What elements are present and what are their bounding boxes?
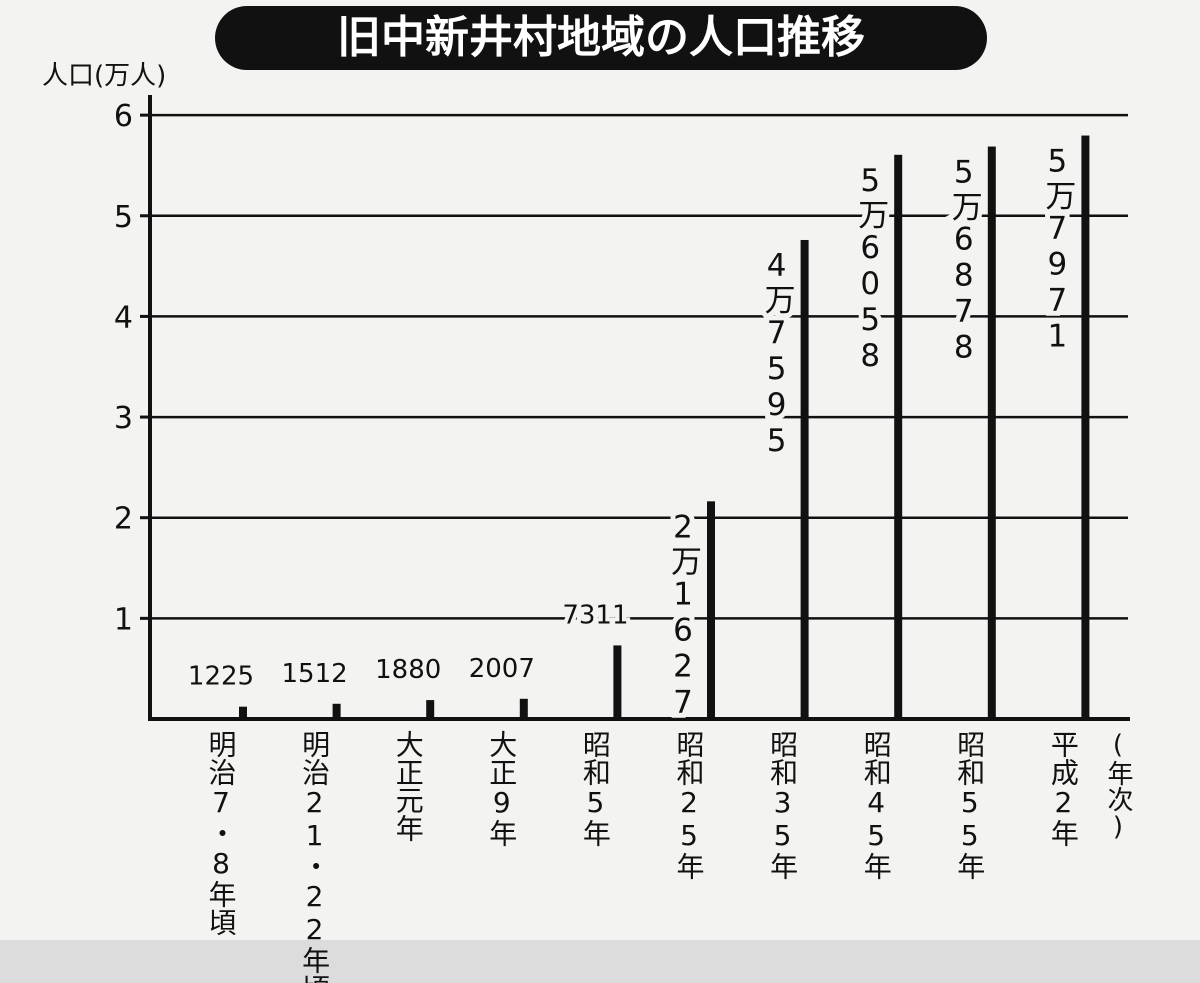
bar (1081, 135, 1090, 720)
bar (239, 706, 247, 719)
y-tick-label: 6 (114, 99, 133, 134)
value-label: 1512 (282, 659, 348, 689)
value-label: 5万6878 (946, 155, 982, 366)
bar (987, 146, 996, 720)
bar (613, 645, 622, 719)
y-tick-label: 5 (114, 200, 133, 235)
x-tick-label: 昭和55年 (953, 730, 986, 880)
x-tick-label: 昭和25年 (673, 730, 706, 880)
x-tick-label: 明治21・22年頃 (298, 730, 331, 983)
x-axis-label: (年次) (1103, 730, 1133, 842)
x-tick-label: 昭和45年 (860, 730, 893, 880)
bar (519, 698, 528, 719)
y-tick-label: 2 (114, 502, 133, 537)
chart-title: 旧中新井村地域の人口推移 (337, 12, 865, 63)
x-tick-label: 明治7・8年頃 (205, 730, 238, 936)
value-label: 5万6058 (852, 163, 888, 374)
x-tick-label: 大正9年 (485, 730, 518, 847)
value-label: 1225 (188, 662, 254, 692)
bar (894, 154, 903, 720)
value-label: 4万7595 (759, 248, 795, 459)
y-tick-label: 4 (114, 300, 133, 335)
value-label: 7311 (562, 600, 628, 630)
value-label: 5万7971 (1039, 144, 1075, 355)
scan-edge (0, 940, 1200, 983)
bar (707, 501, 715, 719)
x-tick-label: 昭和5年 (579, 730, 612, 847)
y-tick-label: 3 (114, 401, 133, 436)
x-tick-label: 昭和35年 (766, 730, 799, 880)
title-box (215, 6, 987, 70)
value-label: 2万1627 (665, 509, 701, 720)
bar (426, 700, 435, 719)
x-tick-label: 平成2年 (1047, 730, 1080, 847)
x-tick-label: 大正元年 (392, 730, 425, 842)
y-tick-label: 1 (114, 602, 133, 637)
bar (800, 239, 809, 719)
bar (332, 703, 341, 719)
value-label: 1880 (375, 655, 441, 685)
y-axis-label: 人口(万人) (42, 61, 166, 91)
value-label: 2007 (469, 654, 535, 684)
